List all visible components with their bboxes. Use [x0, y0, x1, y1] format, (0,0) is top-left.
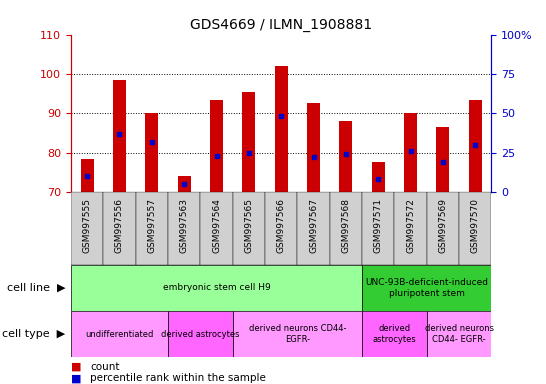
- Text: GSM997566: GSM997566: [277, 198, 286, 253]
- Bar: [168, 192, 200, 265]
- Bar: [145, 113, 158, 192]
- Bar: [233, 192, 265, 265]
- Text: derived
astrocytes: derived astrocytes: [372, 324, 416, 344]
- Bar: [81, 159, 93, 192]
- Bar: [103, 192, 135, 265]
- Bar: [362, 311, 427, 357]
- Bar: [242, 92, 256, 192]
- Text: GSM997569: GSM997569: [438, 198, 447, 253]
- Bar: [275, 66, 288, 192]
- Text: undifferentiated: undifferentiated: [85, 329, 153, 339]
- Text: derived neurons CD44-
EGFR-: derived neurons CD44- EGFR-: [248, 324, 346, 344]
- Bar: [404, 113, 417, 192]
- Bar: [427, 192, 459, 265]
- Text: GSM997564: GSM997564: [212, 198, 221, 253]
- Text: percentile rank within the sample: percentile rank within the sample: [90, 373, 266, 383]
- Bar: [459, 192, 491, 265]
- Bar: [394, 192, 427, 265]
- Bar: [200, 192, 233, 265]
- Bar: [469, 99, 482, 192]
- Bar: [362, 192, 394, 265]
- Text: GSM997567: GSM997567: [309, 198, 318, 253]
- Text: derived neurons
CD44- EGFR-: derived neurons CD44- EGFR-: [425, 324, 494, 344]
- Bar: [340, 121, 352, 192]
- Text: GSM997557: GSM997557: [147, 198, 156, 253]
- Bar: [372, 162, 385, 192]
- Bar: [330, 192, 362, 265]
- Text: GSM997570: GSM997570: [471, 198, 480, 253]
- Bar: [265, 192, 298, 265]
- Text: GSM997572: GSM997572: [406, 198, 415, 253]
- Bar: [71, 311, 168, 357]
- Bar: [71, 192, 103, 265]
- Text: count: count: [90, 362, 120, 372]
- Text: GSM997563: GSM997563: [180, 198, 189, 253]
- Text: GSM997556: GSM997556: [115, 198, 124, 253]
- Bar: [362, 265, 491, 311]
- Bar: [135, 192, 168, 265]
- Text: ■: ■: [71, 362, 81, 372]
- Text: embryonic stem cell H9: embryonic stem cell H9: [163, 283, 270, 293]
- Text: GSM997565: GSM997565: [245, 198, 253, 253]
- Bar: [298, 192, 330, 265]
- Bar: [427, 311, 491, 357]
- Bar: [113, 80, 126, 192]
- Text: ■: ■: [71, 373, 81, 383]
- Text: derived astrocytes: derived astrocytes: [161, 329, 240, 339]
- Text: GSM997568: GSM997568: [341, 198, 351, 253]
- Text: GSM997555: GSM997555: [82, 198, 92, 253]
- Bar: [307, 103, 320, 192]
- Title: GDS4669 / ILMN_1908881: GDS4669 / ILMN_1908881: [190, 18, 372, 32]
- Bar: [71, 265, 362, 311]
- Bar: [436, 127, 449, 192]
- Text: cell line  ▶: cell line ▶: [7, 283, 66, 293]
- Text: GSM997571: GSM997571: [373, 198, 383, 253]
- Bar: [210, 99, 223, 192]
- Text: UNC-93B-deficient-induced
pluripotent stem: UNC-93B-deficient-induced pluripotent st…: [365, 278, 488, 298]
- Bar: [233, 311, 362, 357]
- Text: cell type  ▶: cell type ▶: [2, 329, 66, 339]
- Bar: [177, 176, 191, 192]
- Bar: [168, 311, 233, 357]
